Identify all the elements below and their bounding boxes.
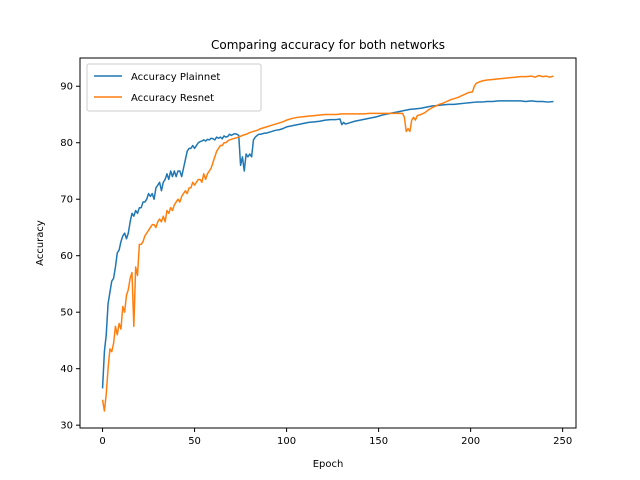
legend-label-resnet: Accuracy Resnet xyxy=(131,93,214,104)
series-group xyxy=(101,74,554,412)
y-tick-label: 80 xyxy=(60,138,73,149)
y-tick-label: 90 xyxy=(60,82,73,93)
x-axis-label: Epoch xyxy=(313,459,344,470)
legend-label-plainnet: Accuracy Plainnet xyxy=(131,72,220,83)
series-line-accuracy-plainnet xyxy=(101,100,554,389)
y-axis: 30 40 50 60 70 80 90 xyxy=(60,82,80,432)
y-tick-label: 40 xyxy=(60,364,73,375)
x-tick-label: 200 xyxy=(461,436,480,447)
chart-title: Comparing accuracy for both networks xyxy=(211,38,445,52)
y-tick-label: 30 xyxy=(60,421,73,432)
legend: Accuracy Plainnet Accuracy Resnet xyxy=(86,63,262,112)
series-line-accuracy-resnet xyxy=(101,74,554,412)
x-axis: 0 50 100 150 200 250 xyxy=(99,428,572,447)
plot-area xyxy=(79,57,577,429)
y-tick-label: 70 xyxy=(60,195,73,206)
x-tick-label: 0 xyxy=(99,436,105,447)
x-tick-label: 50 xyxy=(188,436,201,447)
y-axis-label: Accuracy xyxy=(35,220,46,266)
x-tick-label: 100 xyxy=(277,436,296,447)
legend-frame xyxy=(86,63,262,112)
x-tick-label: 250 xyxy=(553,436,572,447)
x-tick-label: 150 xyxy=(369,436,388,447)
y-tick-label: 50 xyxy=(60,308,73,319)
y-tick-label: 60 xyxy=(60,251,73,262)
